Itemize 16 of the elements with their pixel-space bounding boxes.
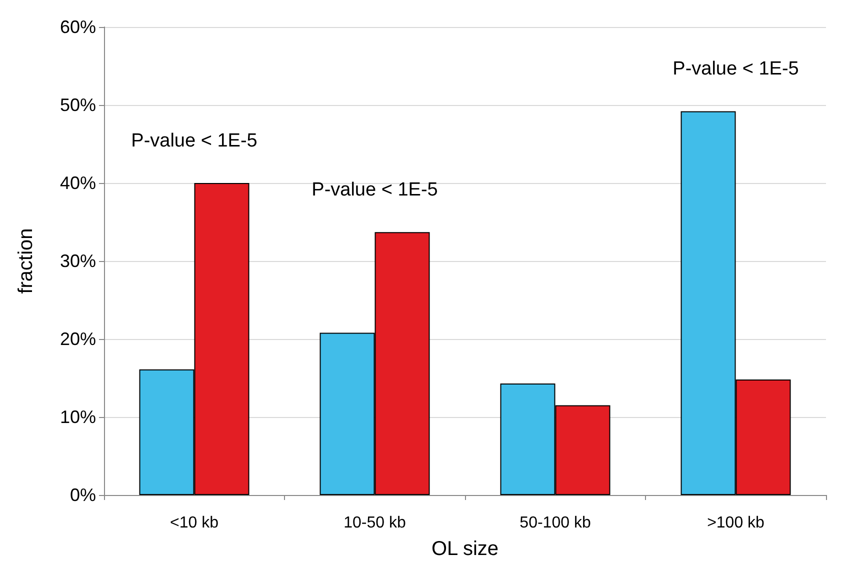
x-tick-label: <10 kb — [170, 514, 219, 532]
y-tick-label: 50% — [60, 95, 96, 115]
x-tick-label: 10-50 kb — [344, 514, 406, 532]
y-tick-label: 0% — [70, 485, 96, 505]
x-tick-label: >100 kb — [707, 514, 765, 532]
y-tick-label: 20% — [60, 329, 96, 349]
annotation: P-value < 1E-5 — [131, 130, 258, 152]
y-tick-label: 40% — [60, 173, 96, 193]
x-tick-label: 50-100 kb — [520, 514, 591, 532]
annotation: P-value < 1E-5 — [672, 58, 799, 80]
y-tick-label: 60% — [60, 17, 96, 37]
y-tick-label: 10% — [60, 407, 96, 427]
x-axis-title: OL size — [431, 538, 499, 560]
annotation: P-value < 1E-5 — [312, 180, 438, 201]
y-tick-label: 30% — [60, 251, 96, 271]
y-axis-title: fraction — [15, 228, 37, 294]
